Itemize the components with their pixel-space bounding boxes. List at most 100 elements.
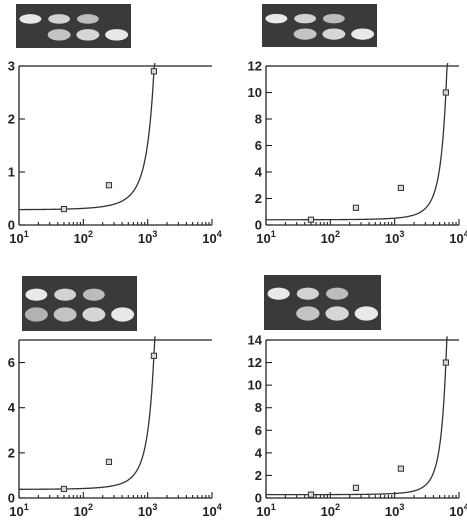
x-tick-label: 104 xyxy=(202,502,221,519)
gel-background xyxy=(22,276,137,331)
x-tick-exponent: 1 xyxy=(271,502,276,512)
y-tick-label: 4 xyxy=(8,400,16,415)
x-tick-label: 101 xyxy=(9,229,28,246)
y-tick-label: 2 xyxy=(8,445,15,460)
x-tick-exponent: 4 xyxy=(464,502,467,512)
x-tick-exponent: 1 xyxy=(24,502,29,512)
y-tick-label: 2 xyxy=(8,112,15,127)
data-point xyxy=(60,485,68,493)
gel-band-lower xyxy=(296,306,320,321)
gel-band-lower xyxy=(354,306,379,321)
x-tick-label: 102 xyxy=(321,502,340,519)
x-tick-label: 101 xyxy=(256,229,275,246)
x-tick-exponent: 2 xyxy=(88,229,93,239)
fit-curve xyxy=(266,336,448,496)
data-point xyxy=(150,68,158,75)
data-point xyxy=(307,216,315,223)
x-tick-base: 10 xyxy=(256,504,270,519)
x-tick-exponent: 3 xyxy=(399,502,404,512)
gel-band-lower xyxy=(293,28,317,40)
y-tick-label: 2 xyxy=(255,468,262,483)
gel-background xyxy=(262,4,377,47)
y-tick-label: 12 xyxy=(248,59,262,74)
gel-band-upper xyxy=(322,13,345,24)
gel-band-lower xyxy=(53,307,77,322)
x-tick-base: 10 xyxy=(9,504,23,519)
x-tick-base: 10 xyxy=(9,231,23,246)
gel-band-lower xyxy=(47,29,71,41)
gel-band-upper xyxy=(76,14,99,24)
y-tick-label: 2 xyxy=(255,191,262,206)
gel-band-lower xyxy=(82,307,106,322)
x-tick-base: 10 xyxy=(138,504,152,519)
gel-band-upper xyxy=(296,287,319,300)
gel-band-upper xyxy=(265,13,288,24)
x-tick-label: 104 xyxy=(202,229,221,246)
x-tick-exponent: 2 xyxy=(335,229,340,239)
x-tick-base: 10 xyxy=(256,231,270,246)
gel-band-lower xyxy=(351,28,375,40)
gel-band-upper xyxy=(54,288,77,301)
data-point xyxy=(442,359,449,366)
gel-band-upper xyxy=(294,13,317,24)
x-tick-exponent: 4 xyxy=(464,229,467,239)
x-tick-base: 10 xyxy=(321,231,335,246)
x-tick-exponent: 4 xyxy=(217,229,222,239)
data-point xyxy=(60,206,68,213)
x-tick-base: 10 xyxy=(385,504,399,519)
data-point xyxy=(352,484,360,491)
x-tick-exponent: 2 xyxy=(88,502,93,512)
gel-band-lower xyxy=(24,307,48,322)
gel-band-upper xyxy=(326,287,349,300)
y-tick-label: 0 xyxy=(8,218,15,233)
fit-curve xyxy=(19,62,156,211)
gel-band-upper xyxy=(25,288,48,301)
fit-curve xyxy=(19,336,156,490)
gel-band-lower xyxy=(325,306,349,321)
x-tick-exponent: 2 xyxy=(335,502,340,512)
x-tick-exponent: 1 xyxy=(271,229,276,239)
x-tick-label: 104 xyxy=(449,229,467,246)
gel-band-upper xyxy=(82,288,105,301)
x-tick-base: 10 xyxy=(321,504,335,519)
y-tick-label: 10 xyxy=(248,378,262,393)
data-point xyxy=(105,182,113,189)
y-tick-label: 8 xyxy=(255,400,262,415)
x-tick-base: 10 xyxy=(74,504,88,519)
x-tick-label: 101 xyxy=(9,502,28,519)
y-tick-label: 8 xyxy=(255,112,262,127)
x-tick-label: 102 xyxy=(74,229,93,246)
x-tick-base: 10 xyxy=(449,231,463,246)
y-tick-label: 6 xyxy=(8,355,15,370)
x-tick-exponent: 1 xyxy=(24,229,29,239)
gel-band-lower xyxy=(105,29,129,41)
x-tick-base: 10 xyxy=(202,231,216,246)
data-point xyxy=(397,184,405,192)
x-tick-base: 10 xyxy=(202,504,216,519)
y-tick-label: 10 xyxy=(248,85,262,100)
gel-image xyxy=(264,275,381,330)
y-tick-label: 0 xyxy=(255,491,262,506)
x-tick-label: 103 xyxy=(385,229,404,246)
gel-image xyxy=(16,4,131,48)
x-tick-exponent: 4 xyxy=(217,502,222,512)
data-point xyxy=(352,204,360,211)
y-tick-label: 12 xyxy=(248,355,262,370)
x-tick-exponent: 3 xyxy=(152,229,157,239)
gel-band-upper xyxy=(48,14,71,24)
gel-band-lower xyxy=(76,29,100,41)
y-tick-label: 6 xyxy=(255,138,262,153)
y-tick-label: 3 xyxy=(8,59,15,74)
x-tick-label: 104 xyxy=(449,502,467,519)
gel-image xyxy=(22,276,137,331)
gel-band-lower xyxy=(322,28,346,40)
gel-background xyxy=(264,275,381,330)
x-tick-exponent: 3 xyxy=(152,502,157,512)
x-tick-base: 10 xyxy=(138,231,152,246)
gel-band-upper xyxy=(19,14,42,24)
